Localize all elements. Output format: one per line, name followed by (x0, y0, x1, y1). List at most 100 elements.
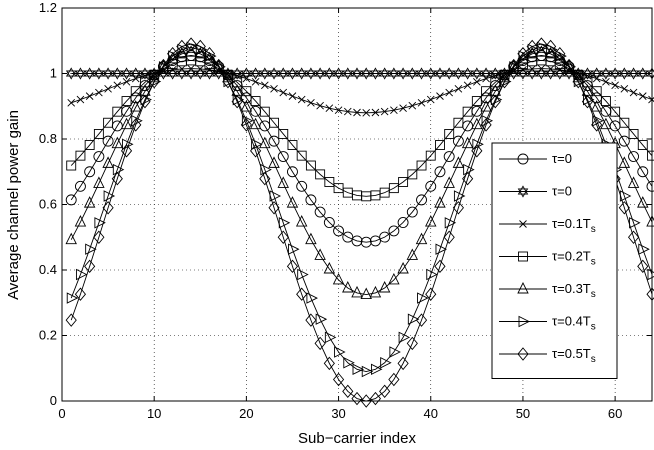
data-point (397, 262, 409, 274)
data-point (85, 92, 94, 100)
data-point (194, 39, 206, 54)
data-point (619, 117, 630, 128)
data-point (249, 117, 262, 130)
data-point (242, 74, 251, 83)
data-point (471, 96, 482, 107)
data-point (406, 248, 419, 260)
data-point (618, 156, 631, 168)
hexagram-part (453, 70, 464, 80)
legend-item: τ=0.5Ts (499, 346, 596, 365)
data-point (417, 98, 426, 107)
hexagram-part (416, 70, 427, 80)
data-point (407, 67, 418, 80)
data-point (454, 85, 463, 93)
data-point (436, 92, 444, 100)
data-point (93, 176, 105, 188)
data-point (528, 65, 536, 73)
legend-box (491, 142, 618, 379)
hexagram-part (397, 70, 409, 80)
data-point (315, 169, 326, 180)
data-point (425, 287, 437, 301)
data-point (369, 285, 382, 298)
data-point (222, 74, 234, 89)
hexagram-part (324, 67, 335, 77)
data-point (628, 67, 639, 80)
data-point (305, 194, 317, 206)
data-point (572, 74, 584, 89)
data-point (74, 215, 87, 227)
data-point (287, 67, 298, 80)
x-tick-label: 50 (516, 406, 530, 421)
data-point (628, 151, 640, 162)
data-point (287, 140, 298, 150)
hexagram-part (194, 67, 206, 77)
hexagram-part (351, 70, 363, 80)
data-point (536, 41, 549, 54)
data-point (415, 313, 428, 327)
data-point (104, 85, 112, 93)
data-point (278, 129, 289, 139)
legend-label: τ=0 (552, 151, 572, 166)
data-point (369, 391, 382, 406)
data-point (397, 67, 409, 80)
data-point (434, 166, 446, 178)
data-point (591, 86, 602, 97)
hexagram-part (526, 67, 538, 77)
hexagram-part (370, 67, 381, 77)
x-tick-label: 0 (58, 406, 65, 421)
data-point (259, 106, 270, 117)
data-point (425, 67, 437, 80)
legend-item: τ=0.2Ts (499, 249, 596, 268)
data-point (241, 67, 252, 80)
data-point (286, 196, 299, 208)
data-point (416, 160, 427, 171)
hexagram-part (121, 67, 132, 77)
y-tick-label: 1.2 (39, 0, 57, 15)
data-point (295, 215, 308, 227)
data-point (260, 81, 269, 90)
data-point (638, 243, 650, 255)
hexagram-part (112, 67, 123, 77)
y-axis-label: Average channel power gain (5, 110, 22, 300)
data-point (398, 177, 409, 187)
data-point (647, 268, 654, 281)
data-point (434, 259, 446, 274)
data-point (334, 346, 346, 358)
hexagram-part (241, 67, 252, 77)
hexagram-part (268, 67, 280, 77)
hexagram-part (333, 70, 344, 80)
data-point (333, 67, 344, 80)
data-point (121, 96, 132, 107)
data-point (480, 100, 492, 112)
data-point (351, 391, 363, 406)
data-point (425, 150, 436, 161)
data-point (342, 280, 354, 293)
hexagram-part (84, 70, 95, 80)
data-point (462, 106, 473, 117)
x-tick-label: 20 (239, 406, 253, 421)
data-point (307, 98, 315, 107)
data-point (112, 106, 123, 117)
hexagram-part (342, 67, 354, 77)
data-point (76, 95, 85, 104)
legend-item: τ=0 (499, 184, 572, 199)
data-point (362, 108, 371, 117)
data-point (390, 106, 398, 114)
hexagram-part (462, 67, 473, 77)
data-point (250, 67, 261, 80)
data-point (443, 67, 455, 80)
hexagram-part (351, 67, 363, 77)
data-point (323, 217, 335, 228)
data-point (278, 217, 291, 229)
data-point (370, 363, 383, 376)
data-point (334, 106, 343, 114)
hexagram-part (388, 70, 400, 80)
data-point (471, 117, 483, 130)
data-point (241, 115, 254, 127)
hexagram-part (102, 70, 114, 80)
data-point (178, 65, 186, 73)
data-point (426, 95, 435, 104)
data-point (323, 262, 336, 274)
data-point (463, 81, 472, 90)
legend-marker (517, 185, 529, 198)
